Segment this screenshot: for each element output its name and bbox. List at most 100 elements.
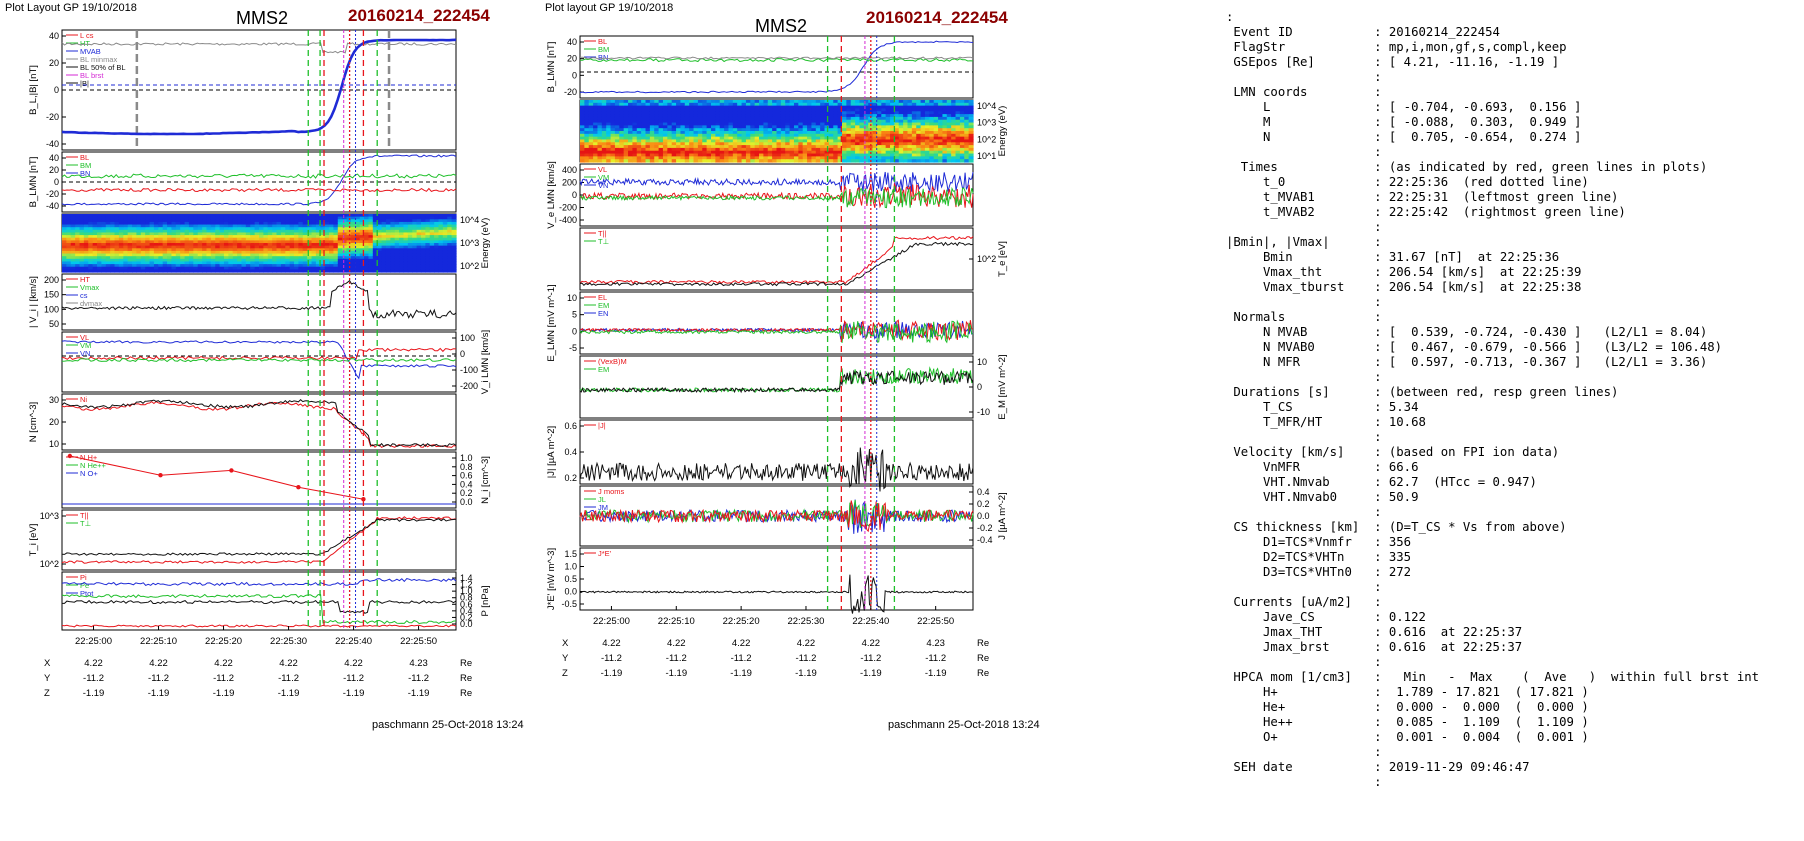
left-ion-spectrogram-cell (132, 258, 138, 263)
mid-electron-spectrogram-cell (863, 128, 869, 132)
mid-electron-spectrogram-cell (671, 105, 677, 110)
left-ion-spectrogram-cell (79, 264, 85, 268)
left-ion-spectrogram-cell (171, 269, 177, 273)
left-ion-spectrogram-cell (114, 261, 120, 265)
mid-electron-spectrogram-cell (715, 111, 721, 115)
mid-electron-spectrogram-cell (745, 108, 751, 112)
mid-electron-spectrogram-cell (872, 116, 878, 121)
left-ion-spectrogram-cell (97, 261, 102, 265)
left-ion-spectrogram-cell (140, 229, 146, 234)
mid-electron-spectrogram-cell (601, 116, 607, 121)
left-ion-spectrogram-cell (254, 243, 260, 247)
left-ion-spectrogram-cell (329, 219, 335, 223)
mid-electron-spectrogram-cell (584, 111, 590, 115)
mid-electron-spectrogram-cell (881, 114, 887, 118)
left-ion-spectrogram-cell (62, 237, 67, 241)
mid-electron-spectrogram-cell (632, 153, 638, 157)
left-ion-spectrogram-cell (215, 240, 221, 244)
left-ion-spectrogram-cell (210, 253, 216, 257)
left-ion-spectrogram-cell (83, 253, 89, 257)
left-ion-spectrogram-cell (101, 229, 107, 234)
mid-electron-spectrogram-cell (693, 111, 699, 115)
mid-electron-spectrogram-cell (916, 139, 922, 143)
left-ion-spectrogram-cell (62, 266, 67, 270)
mid-electron-spectrogram-cell (828, 147, 834, 152)
left-ion-spectrogram-cell (420, 264, 426, 268)
left-ion-spectrogram-cell (429, 229, 435, 234)
mid-electron-spectrogram-cell (645, 131, 651, 135)
mid-electron-spectrogram-cell (680, 139, 686, 143)
left-ion-spectrogram-cell (272, 237, 278, 241)
mid-electron-spectrogram-cell (588, 139, 594, 143)
mid-electron-spectrogram-cell (890, 116, 895, 121)
left-ion-spectrogram-cell (136, 269, 142, 273)
left-pe-trace (62, 599, 457, 614)
mid-electron-spectrogram-cell (793, 133, 799, 138)
left-ion-spectrogram-cell (272, 256, 278, 260)
info-line: : (1226, 295, 1382, 309)
left-ion-spectrogram-cell (101, 240, 107, 244)
mid-electron-spectrogram-cell (946, 119, 952, 124)
mid-electron-spectrogram-cell (610, 116, 616, 121)
left-ion-spectrogram-cell (276, 243, 282, 247)
mid-electron-spectrogram-cell (811, 133, 817, 138)
mid-electron-spectrogram-cell (767, 105, 773, 110)
left-ion-spectrogram-cell (83, 245, 89, 249)
mid-electron-spectrogram-cell (872, 145, 878, 149)
info-line: N MFR : [ 0.597, -0.713, -0.367 ] (L2/L1… (1226, 355, 1708, 369)
left-ion-spectrogram-cell (285, 245, 291, 249)
mid-electron-spectrogram-cell (588, 102, 594, 107)
left-babs-trace (61, 42, 457, 54)
left-ion-spectrogram-cell (105, 266, 111, 270)
left-ion-spectrogram-cell (442, 216, 448, 220)
left-ion-spectrogram-cell (451, 264, 457, 268)
left-ion-spectrogram-cell (70, 240, 76, 244)
mid-electron-spectrogram-cell (820, 108, 826, 112)
mid-electron-spectrogram-cell (662, 156, 668, 160)
left-ion-spectrogram-cell (241, 256, 247, 260)
mid-electron-spectrogram-cell (662, 147, 668, 152)
mid-electron-spectrogram-cell (876, 131, 882, 135)
mid-electron-spectrogram-cell (911, 133, 917, 138)
mid-electron-spectrogram-cell (636, 150, 642, 155)
left-ion-spectrogram-cell (153, 258, 159, 263)
mid-electron-spectrogram-cell (789, 131, 795, 135)
left-ion-spectrogram-cell (101, 261, 107, 265)
left-ion-spectrogram-cell (368, 245, 374, 249)
left-ion-spectrogram-cell (447, 219, 453, 223)
mid-electron-spectrogram-cell (623, 122, 629, 126)
left-ion-spectrogram-cell (263, 256, 269, 260)
mid-electron-spectrogram-cell (641, 142, 647, 146)
left-ion-spectrogram-cell (206, 224, 212, 228)
mid-electron-spectrogram-cell (785, 102, 791, 107)
mid-electron-spectrogram-cell (667, 145, 673, 149)
left-ion-spectrogram-cell (75, 245, 81, 249)
left-ion-spectrogram-cell (359, 261, 365, 265)
left-ion-spectrogram-cell (114, 258, 120, 263)
left-ion-spectrogram-cell (75, 248, 81, 252)
mid-electron-spectrogram-cell (662, 145, 668, 149)
mid-electron-spectrogram-cell (737, 150, 743, 155)
mid-electron-spectrogram-cell (711, 116, 716, 121)
mid-electron-spectrogram-cell (846, 128, 852, 132)
left-ion-spectrogram-cell (149, 245, 155, 249)
left-ion-spectrogram-cell (342, 269, 348, 273)
mid-electron-spectrogram-cell (658, 159, 664, 163)
mid-electron-spectrogram-cell (868, 136, 874, 141)
mid-electron-spectrogram-cell (890, 114, 895, 118)
left-ion-spectrogram-cell (123, 250, 129, 255)
mid-electron-spectrogram-cell (702, 102, 708, 107)
left-ion-spectrogram-cell (451, 216, 457, 220)
mid-electron-spectrogram-cell (916, 153, 922, 157)
left-ion-spectrogram-cell (320, 216, 326, 220)
left-ion-spectrogram-cell (70, 248, 76, 252)
mid-electron-spectrogram-cell (593, 105, 599, 110)
mid-electron-spectrogram-cell (946, 159, 952, 163)
left-ion-spectrogram-cell (438, 235, 444, 239)
left-ion-spectrogram-cell (210, 269, 216, 273)
mid-electron-spectrogram-cell (632, 142, 638, 146)
mid-electron-spectrogram-cell (872, 102, 878, 107)
mid-electron-spectrogram-cell (916, 114, 922, 118)
mid-electron-spectrogram-cell (697, 119, 703, 124)
left-ion-spectrogram-cell (320, 229, 326, 234)
